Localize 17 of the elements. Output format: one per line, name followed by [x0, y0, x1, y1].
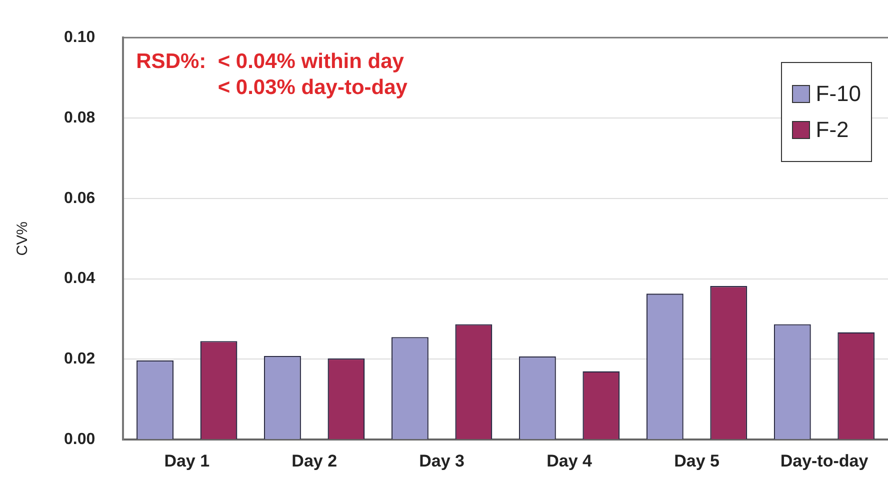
y-tick-label: 0.08: [64, 109, 96, 126]
y-tick-label: 0.06: [64, 190, 96, 207]
y-tick-label: 0.10: [64, 29, 96, 46]
annotation: RSD%: < 0.04% within day: [136, 50, 404, 73]
y-axis-title: CV%: [14, 222, 32, 256]
x-tick-label: Day 1: [164, 451, 210, 470]
x-tick-label: Day 4: [546, 451, 593, 470]
y-tick-label: 0.00: [64, 431, 96, 448]
x-tick-label: Day 5: [674, 451, 720, 470]
x-tick-label: Day 2: [292, 451, 338, 470]
y-tick-label: 0.02: [64, 350, 96, 368]
y-tick-label: 0.04: [64, 270, 96, 288]
x-tick-label: Day-to-day: [780, 451, 869, 470]
legend-label: F-10: [816, 80, 861, 107]
legend-label: F-2: [816, 116, 849, 143]
annotation: < 0.03% day-to-day: [218, 76, 408, 99]
x-tick-label: Day 3: [419, 451, 465, 470]
